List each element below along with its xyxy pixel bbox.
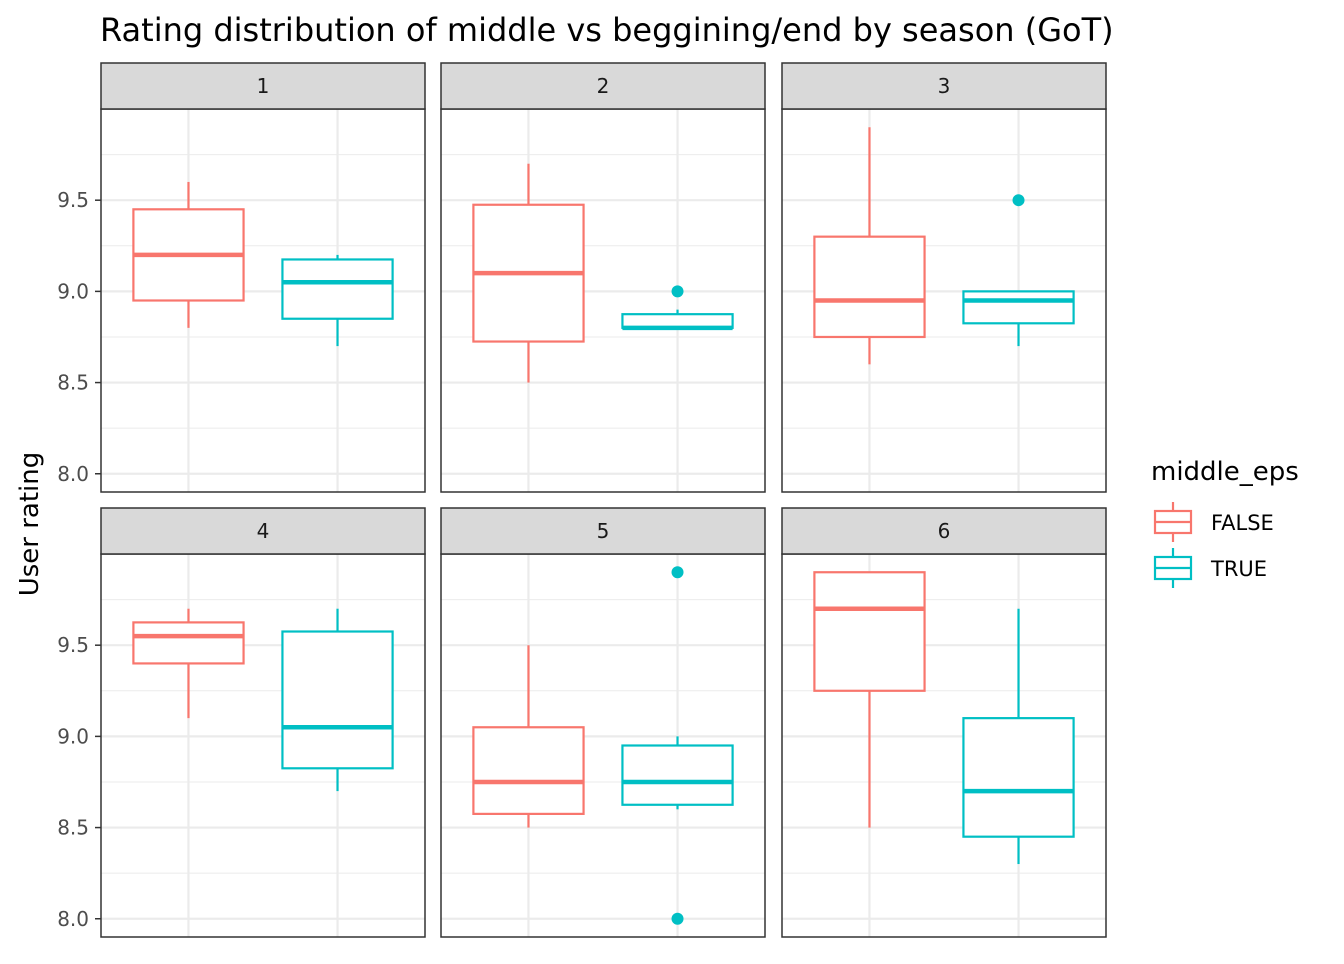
facet-panel-3: 3 xyxy=(781,62,1107,493)
outlier-point xyxy=(671,566,684,579)
legend-label: FALSE xyxy=(1211,511,1274,535)
box-iqr xyxy=(813,235,926,339)
y-tick-label: 9.0 xyxy=(57,724,89,748)
facet-strip-label: 1 xyxy=(257,74,270,98)
box-false xyxy=(132,181,245,328)
outlier-point xyxy=(1012,194,1025,207)
facet-strip xyxy=(100,507,426,555)
box-iqr xyxy=(813,571,926,692)
y-tick-label: 9.0 xyxy=(57,279,89,303)
facet-panel-6: 6 xyxy=(781,507,1107,938)
facet-strip-label: 2 xyxy=(597,74,610,98)
chart-title: Rating distribution of middle vs beggini… xyxy=(100,11,1114,49)
y-tick-label: 8.5 xyxy=(57,371,89,395)
box-true xyxy=(962,194,1075,347)
facet-strip-label: 3 xyxy=(938,74,951,98)
legend-title: middle_eps xyxy=(1151,457,1299,487)
legend-item-true: TRUE xyxy=(1153,548,1267,588)
box-iqr xyxy=(472,726,585,815)
legend-item-false: FALSE xyxy=(1153,502,1274,542)
box-iqr xyxy=(621,744,734,806)
box-false xyxy=(472,163,585,383)
y-tick-label: 8.0 xyxy=(57,462,89,486)
box-false xyxy=(813,127,926,365)
box-false xyxy=(472,645,585,828)
facet-strip xyxy=(440,507,766,555)
box-true xyxy=(281,254,394,347)
box-true xyxy=(621,285,734,331)
box-iqr xyxy=(132,621,245,665)
box-iqr xyxy=(962,290,1075,325)
outlier-point xyxy=(671,912,684,925)
facet-panel-1: 1 8.0 8.5 9.0 9.5 xyxy=(57,62,426,493)
facet-panel-5: 5 xyxy=(440,507,766,938)
facet-strip xyxy=(100,62,426,110)
facet-panels: 1 8.0 8.5 9.0 9.5 2 3 4 8.0 8.5 9.0 9.5 5 6 xyxy=(57,62,1107,938)
facet-strip-label: 4 xyxy=(257,519,270,543)
box-false xyxy=(132,608,245,719)
y-axis-label: User rating xyxy=(15,452,45,597)
legend: middle_eps FALSE TRUE xyxy=(1151,457,1299,588)
box-true xyxy=(621,566,734,925)
facet-strip xyxy=(781,507,1107,555)
box-iqr xyxy=(281,258,394,320)
y-tick-label: 9.5 xyxy=(57,633,89,657)
box-true xyxy=(281,608,394,792)
facet-panel-2: 2 xyxy=(440,62,766,493)
box-false xyxy=(813,571,926,828)
box-true xyxy=(962,608,1075,865)
outlier-point xyxy=(671,285,684,298)
facet-strip-label: 6 xyxy=(938,519,951,543)
facet-strip-label: 5 xyxy=(597,519,610,543)
facet-panel-4: 4 8.0 8.5 9.0 9.5 xyxy=(57,507,426,938)
facet-strip xyxy=(781,62,1107,110)
facet-strip xyxy=(440,62,766,110)
y-tick-label: 8.0 xyxy=(57,907,89,931)
y-tick-label: 9.5 xyxy=(57,188,89,212)
box-iqr xyxy=(962,717,1075,838)
y-tick-label: 8.5 xyxy=(57,816,89,840)
legend-label: TRUE xyxy=(1210,557,1267,581)
box-iqr xyxy=(281,630,394,770)
